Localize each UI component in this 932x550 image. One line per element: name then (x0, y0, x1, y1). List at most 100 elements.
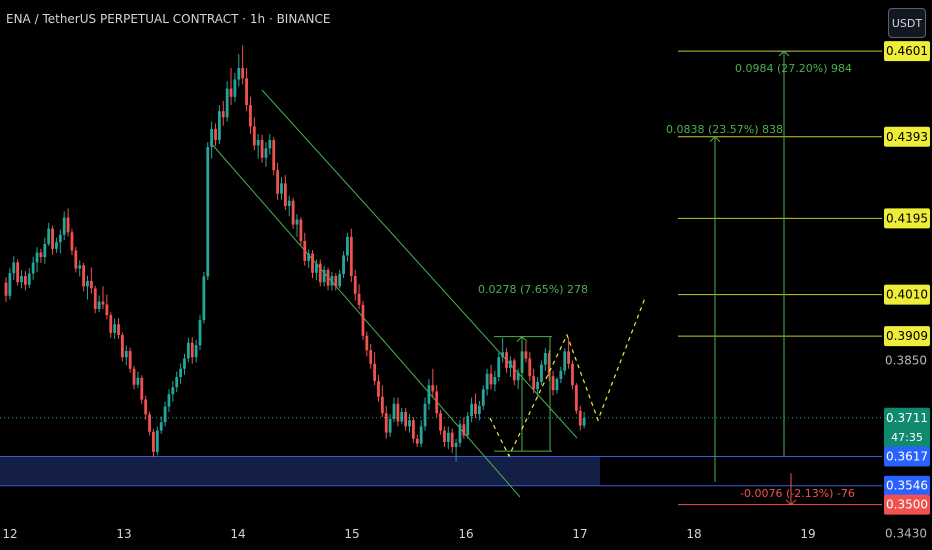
candle-body (543, 353, 547, 365)
candle-body (349, 236, 353, 277)
zone-price-text: 0.3617 (886, 449, 928, 463)
candle-body (214, 128, 217, 141)
candle-body (342, 255, 345, 274)
candle-body (470, 403, 473, 417)
candle-body (256, 140, 260, 146)
candle-body (272, 140, 276, 171)
candle-body (245, 78, 248, 106)
candle-body (252, 126, 256, 146)
candle-body (334, 276, 338, 287)
level-price-tag (884, 41, 930, 62)
candle-body (384, 413, 388, 433)
stop-price-tag (884, 494, 930, 515)
candle-body (353, 276, 357, 294)
candle-body (268, 140, 272, 149)
level-lines-layer (0, 50, 882, 506)
measure-arrowhead-1 (709, 136, 721, 143)
candle-body (152, 431, 155, 452)
candle-body (357, 293, 361, 305)
x-tick-label-14: 14 (230, 527, 245, 541)
x-tick-label-19: 19 (800, 527, 815, 541)
candle-body (159, 422, 163, 431)
candle-body (175, 376, 179, 388)
candle-body (237, 67, 241, 80)
current-price-tag (884, 407, 930, 448)
support-zone (0, 456, 600, 486)
candle-body (380, 396, 384, 414)
candle-body (412, 420, 415, 439)
candle-body (113, 324, 117, 333)
candle-body (516, 372, 520, 381)
candle-body (221, 111, 225, 118)
measure-label-3: -0.0076 (-2.13%) -76 (740, 487, 855, 500)
candle-body (311, 253, 314, 273)
candle-body (446, 432, 450, 443)
candle-body (121, 334, 124, 358)
candle-body (167, 394, 171, 407)
candle-body (551, 376, 555, 391)
candle-body (489, 373, 493, 385)
candle-body (35, 252, 39, 263)
candle-body (186, 342, 190, 359)
candle-body (39, 252, 43, 258)
annotation-layer: 0.0984 (27.20%) 984 0.0838 (23.57%) 838 0.… (478, 50, 855, 506)
candle-body (571, 363, 574, 386)
candle-body (563, 351, 567, 371)
candle-body (276, 170, 279, 194)
candle-body (392, 403, 396, 419)
candle-countdown: 47:35 (891, 431, 923, 444)
candle-body (47, 228, 51, 244)
measure-arrowhead-0 (778, 50, 790, 57)
axis-price-label: 0.3850 (885, 353, 927, 367)
candle-body (574, 385, 578, 411)
candle-body (485, 373, 489, 390)
candle-body (206, 147, 210, 277)
candle-body (419, 426, 423, 444)
candle-body (171, 387, 175, 395)
candle-body (233, 79, 237, 97)
candle-body (249, 105, 252, 127)
candle-body (202, 276, 206, 321)
candle-body (493, 376, 497, 385)
chart-title: ENA / TetherUS PERPETUAL CONTRACT · 1h ·… (6, 12, 331, 26)
candle-body (474, 403, 477, 415)
candle-body (377, 381, 380, 397)
candle-body (4, 282, 8, 296)
candle-body (117, 324, 120, 335)
measure-label-2: 0.0278 (7.65%) 278 (478, 283, 588, 296)
x-tick-label-18: 18 (686, 527, 701, 541)
candle-body (315, 263, 318, 273)
candle-body (396, 403, 400, 422)
candle-body (559, 370, 563, 380)
candle-body (136, 377, 140, 385)
x-tick-label-15: 15 (344, 527, 359, 541)
channel-upper-line (261, 89, 578, 439)
axis-layer: 12 13 14 15 16 17 18 19 0.4601 0.4393 0.4195 0.4010… (2, 41, 930, 541)
candle-body (497, 357, 501, 377)
candle-body (338, 273, 342, 287)
candle-body (148, 414, 151, 432)
candle-body (128, 351, 132, 369)
candle-body (82, 265, 85, 287)
currency-button[interactable]: USDT (888, 8, 926, 38)
candle-body (443, 430, 446, 443)
measure-label-1: 0.0838 (23.57%) 838 (666, 123, 783, 136)
candle-body (481, 389, 485, 406)
candle-body (307, 253, 311, 261)
candle-body (536, 381, 539, 390)
candle-body (423, 403, 427, 427)
candle-body (97, 301, 101, 309)
candle-body (194, 345, 198, 358)
zone-price-text: 0.3546 (886, 479, 928, 493)
candle-body (218, 111, 221, 141)
candle-body (74, 250, 78, 269)
candle-body (280, 183, 283, 194)
candle-body (43, 243, 47, 258)
descending-channel-layer (209, 89, 578, 498)
candle-body (415, 438, 419, 444)
candle-body (264, 148, 268, 158)
level-price-text: 0.4601 (886, 44, 928, 58)
candle-body (466, 416, 470, 436)
